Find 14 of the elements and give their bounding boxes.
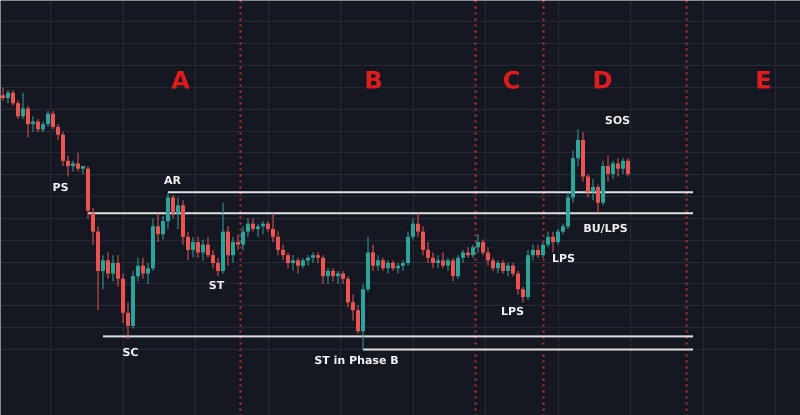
annotation: B [364,66,383,94]
text: ST in Phase B [314,354,399,367]
annotation: C [502,66,520,94]
annotation: LPS [552,252,576,265]
annotation: A [171,66,190,94]
annotation: SC [122,346,138,359]
annotation: SOS [604,114,630,127]
annotation: LPS [501,305,524,318]
annotation: E [755,66,772,94]
annotation: BU/LPS [583,222,628,235]
annotation: PS [52,181,69,194]
annotation: ST [208,279,225,292]
annotation: AR [164,174,182,187]
annotation: D [592,66,612,94]
